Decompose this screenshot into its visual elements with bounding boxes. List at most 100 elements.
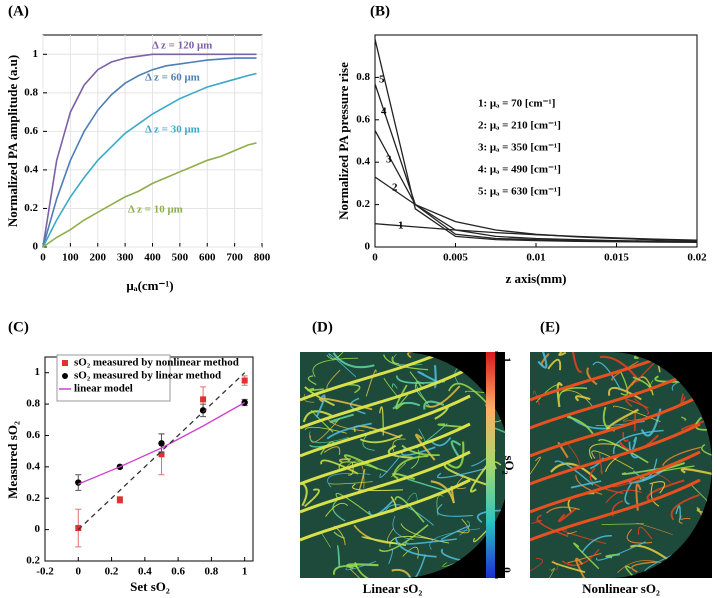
vessel — [625, 398, 649, 409]
vessel — [549, 560, 558, 571]
y-tick-label: 0.6 — [24, 125, 38, 137]
panel-label: (D) — [312, 319, 333, 335]
y-tick-label: 0.2 — [26, 555, 40, 567]
vessel — [379, 454, 402, 478]
vessel — [536, 352, 548, 369]
x-tick-label: 400 — [144, 252, 161, 264]
y-tick-label: 0.2 — [26, 492, 40, 504]
x-tick-label: 0.01 — [526, 252, 545, 264]
vessel — [300, 422, 471, 486]
vessel — [574, 395, 591, 402]
vessel — [546, 506, 580, 514]
point — [75, 525, 82, 532]
vessel — [570, 480, 602, 489]
x-tick-label: 0 — [40, 252, 46, 264]
vessel — [650, 474, 671, 483]
point — [241, 377, 248, 384]
vessel — [325, 502, 348, 517]
x-tick-label: 200 — [90, 252, 107, 264]
vessel — [530, 352, 701, 402]
legend-entry: 5: μₐ = 630 [cm⁻¹] — [478, 186, 561, 198]
vessel — [631, 561, 658, 573]
vessel — [300, 366, 471, 430]
vessel — [386, 528, 394, 542]
x-tick-label: 0.4 — [138, 566, 152, 578]
vessel — [531, 520, 542, 524]
curve-label: Δ z = 10 μm — [128, 204, 183, 216]
curve-label: 3 — [386, 154, 392, 166]
vessel — [598, 453, 603, 475]
vessel — [332, 500, 346, 522]
vessel — [556, 382, 563, 408]
curve-label: 4 — [381, 106, 387, 118]
vessel — [402, 546, 419, 559]
vessel — [591, 450, 634, 470]
vessel — [530, 478, 701, 542]
series-line — [374, 223, 698, 241]
point — [158, 440, 165, 447]
vessel — [624, 379, 637, 392]
vessel — [561, 548, 600, 566]
vessel — [547, 358, 562, 371]
x-tick-label: -0.2 — [36, 566, 54, 578]
vessel — [571, 352, 583, 373]
x-tick-label: 700 — [226, 252, 243, 264]
vessel — [392, 515, 414, 541]
legend-entry: sO₂ measured by nonlinear method — [74, 357, 239, 369]
vessel — [326, 422, 372, 440]
vessel — [608, 387, 642, 401]
vessel — [436, 467, 487, 479]
vessel — [392, 353, 423, 366]
curve-label: 2 — [392, 182, 398, 194]
vessel — [450, 440, 462, 457]
vessel — [303, 393, 315, 403]
vessel — [564, 440, 580, 467]
colorbar-tick-label: 0 — [500, 567, 512, 573]
legend-entry: 2: μₐ = 210 [cm⁻¹] — [478, 120, 561, 132]
vessel — [469, 464, 488, 493]
vessel — [359, 434, 403, 444]
vessel — [351, 483, 403, 492]
y-tick-label: 0.8 — [26, 398, 40, 410]
vessel — [304, 488, 320, 508]
vessel — [405, 538, 457, 545]
y-axis-label: Normalized PA amplitude (a.u) — [5, 55, 20, 227]
vessel — [624, 565, 641, 578]
vessel — [392, 438, 406, 452]
y-tick-label: 0.8 — [24, 86, 38, 98]
vessel — [617, 560, 664, 573]
x-tick-label: 0.005 — [443, 252, 468, 264]
vessel — [300, 352, 471, 402]
y-tick-label: 0.6 — [356, 113, 370, 125]
vessel — [605, 489, 642, 504]
panel-label: (E) — [540, 319, 560, 335]
vessel — [394, 496, 425, 523]
y-tick-label: 1 — [35, 366, 41, 378]
vessel — [581, 535, 612, 554]
vessel — [300, 450, 471, 514]
vessel — [558, 387, 588, 400]
vessel — [557, 442, 569, 459]
vessel — [611, 361, 639, 381]
vessel — [566, 531, 577, 535]
vessel — [711, 354, 712, 374]
x-tick-label: 0.015 — [604, 252, 629, 264]
x-tick-label: 0.8 — [205, 566, 219, 578]
vessel — [410, 449, 420, 469]
point — [199, 407, 207, 414]
vessel — [632, 458, 658, 479]
vessel — [401, 444, 440, 457]
vessel — [350, 397, 366, 415]
image-caption: Nonlinear sO₂ — [582, 581, 660, 596]
vessel — [389, 535, 434, 548]
series-line — [78, 401, 246, 485]
y-tick-label: 1 — [33, 48, 39, 60]
vessel — [391, 568, 413, 578]
vessel — [696, 508, 712, 518]
vessel — [671, 380, 681, 391]
vessel — [670, 494, 700, 521]
vessel — [309, 431, 350, 444]
colorbar — [486, 352, 495, 578]
y-tick-label: 0.4 — [356, 156, 370, 168]
